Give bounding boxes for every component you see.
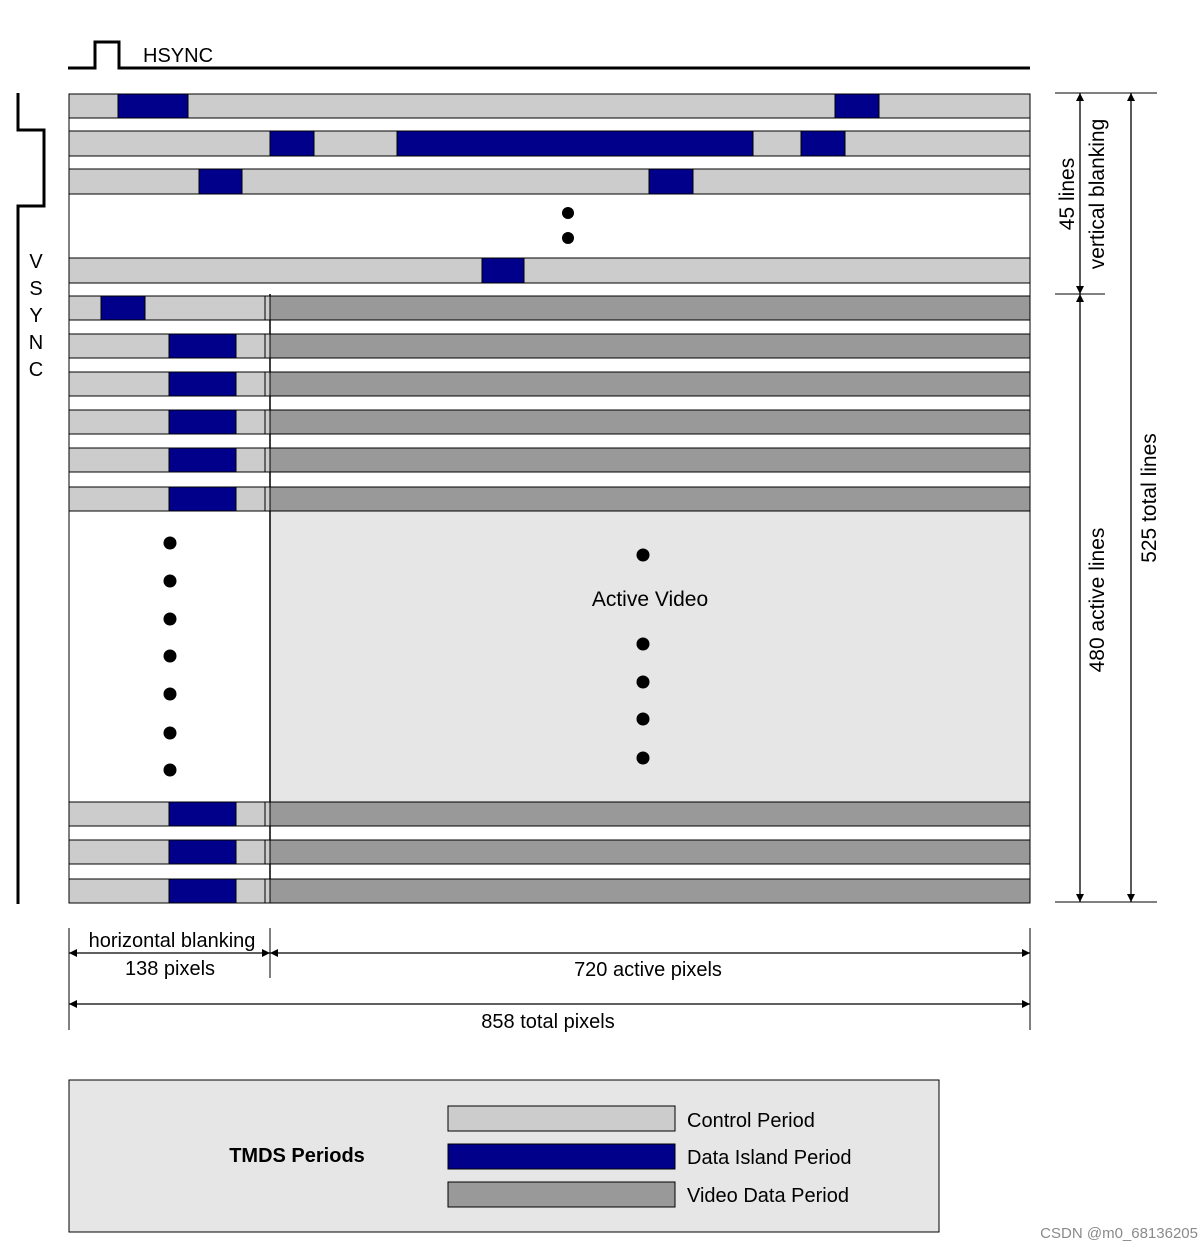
data-island-period <box>168 409 237 435</box>
ellipsis-dot <box>636 751 650 765</box>
data-island-period <box>269 130 315 157</box>
data-island-period <box>481 257 525 284</box>
data-island-period <box>168 333 237 359</box>
vsync-waveform <box>16 93 46 904</box>
control-period <box>68 295 266 321</box>
guard-band <box>264 295 271 321</box>
legend-swatch-data-island <box>447 1143 676 1170</box>
hsync-label: HSYNC <box>143 45 213 67</box>
vertical-dimensions: 45 lines vertical blanking 480 active li… <box>1055 92 1161 903</box>
video-data-period <box>269 486 1031 512</box>
vertical-blanking-lines <box>68 93 1031 284</box>
active-lines-group <box>68 333 1031 904</box>
legend-title: TMDS Periods <box>229 1145 365 1167</box>
data-island-period <box>648 168 694 195</box>
ellipsis-dot <box>163 726 177 740</box>
vsync-letter: Y <box>29 305 42 327</box>
legend-label-control: Control Period <box>687 1110 815 1132</box>
guard-band <box>264 878 271 904</box>
ellipsis-dot <box>636 637 650 651</box>
ellipsis-dot <box>163 536 177 550</box>
guard-band <box>264 447 271 473</box>
data-island-period <box>834 93 880 119</box>
data-island-period <box>117 93 189 119</box>
ellipsis-dot <box>636 548 650 562</box>
data-island-period <box>168 839 237 865</box>
video-data-period <box>269 333 1031 359</box>
vsync-letter: N <box>29 332 43 354</box>
vertical-blanking-count: 45 lines <box>1056 158 1079 230</box>
active-pixels-label: 720 active pixels <box>574 959 722 981</box>
active-video-ellipsis <box>636 548 650 765</box>
data-island-period <box>800 130 846 157</box>
active-line <box>68 295 1031 321</box>
legend: TMDS Periods Control Period Data Island … <box>68 1079 940 1233</box>
total-lines-label: 525 total lines <box>1138 433 1161 563</box>
guard-band <box>264 409 271 435</box>
video-data-period <box>269 839 1031 865</box>
video-data-period <box>269 878 1031 904</box>
ellipsis-dot <box>163 763 177 777</box>
data-island-period <box>168 371 237 397</box>
horizontal-blanking-ellipsis <box>163 536 177 777</box>
data-island-period <box>168 878 237 904</box>
vsync-letter: V <box>29 251 43 273</box>
vsync-letter: C <box>29 359 43 381</box>
video-data-period <box>269 447 1031 473</box>
active-video-label: Active Video <box>592 588 708 611</box>
horizontal-blanking-count: 138 pixels <box>125 958 215 980</box>
guard-band <box>264 371 271 397</box>
legend-swatch-control <box>447 1105 676 1132</box>
data-island-period <box>396 130 754 157</box>
active-lines-label: 480 active lines <box>1086 528 1109 673</box>
ellipsis-dot <box>636 712 650 726</box>
ellipsis-dot <box>163 612 177 626</box>
ellipsis-dot <box>562 232 574 244</box>
video-data-period <box>269 409 1031 435</box>
legend-label-video: Video Data Period <box>687 1185 849 1207</box>
watermark: CSDN @m0_68136205 <box>1040 1225 1198 1242</box>
horizontal-dimensions: horizontal blanking 138 pixels 720 activ… <box>68 928 1031 1033</box>
guard-band <box>264 801 271 827</box>
control-period <box>68 93 1031 119</box>
vsync-signal: V S Y N C <box>16 93 46 904</box>
ellipsis-dot <box>163 574 177 588</box>
video-data-period <box>269 371 1031 397</box>
ellipsis-dot <box>163 649 177 663</box>
data-island-period <box>100 295 146 321</box>
video-data-period <box>269 801 1031 827</box>
guard-band <box>264 839 271 865</box>
vertical-blanking-name: vertical blanking <box>1086 119 1109 270</box>
ellipsis-dot <box>636 675 650 689</box>
ellipsis-dot <box>562 207 574 219</box>
legend-swatch-video <box>447 1181 676 1208</box>
hsync-waveform <box>68 40 1030 70</box>
video-data-period <box>269 295 1031 321</box>
legend-label-data-island: Data Island Period <box>687 1147 852 1169</box>
active-video-region <box>270 510 1030 802</box>
data-island-period <box>168 447 237 473</box>
ellipsis-dot <box>163 687 177 701</box>
control-period <box>68 257 1031 284</box>
data-island-period <box>168 801 237 827</box>
total-pixels-label: 858 total pixels <box>481 1011 614 1033</box>
data-island-period <box>198 168 243 195</box>
vsync-letter: S <box>29 278 42 300</box>
hsync-signal: HSYNC <box>68 40 1030 70</box>
data-island-period <box>168 486 237 512</box>
guard-band <box>264 486 271 512</box>
guard-band <box>264 333 271 359</box>
horizontal-blanking-name: horizontal blanking <box>89 930 256 952</box>
